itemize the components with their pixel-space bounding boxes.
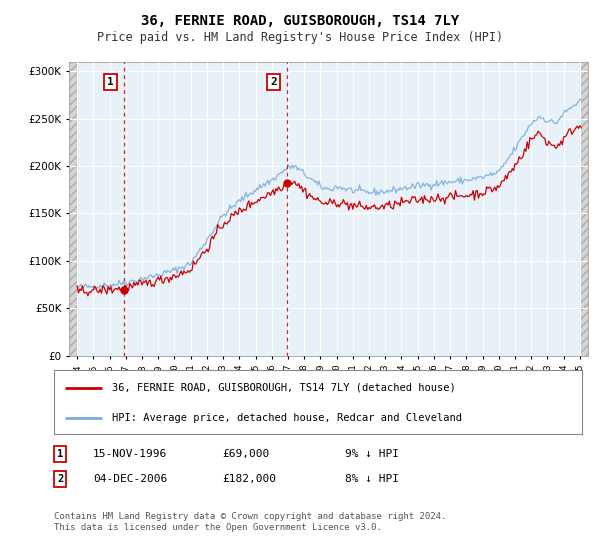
Text: HPI: Average price, detached house, Redcar and Cleveland: HPI: Average price, detached house, Redc… <box>112 413 462 423</box>
Text: 2: 2 <box>57 474 63 484</box>
Text: 1: 1 <box>57 449 63 459</box>
Text: 2: 2 <box>271 77 277 87</box>
Text: £182,000: £182,000 <box>222 474 276 484</box>
Text: 9% ↓ HPI: 9% ↓ HPI <box>345 449 399 459</box>
Text: 8% ↓ HPI: 8% ↓ HPI <box>345 474 399 484</box>
Text: Contains HM Land Registry data © Crown copyright and database right 2024.
This d: Contains HM Land Registry data © Crown c… <box>54 512 446 532</box>
Text: 15-NOV-1996: 15-NOV-1996 <box>93 449 167 459</box>
Text: Price paid vs. HM Land Registry's House Price Index (HPI): Price paid vs. HM Land Registry's House … <box>97 31 503 44</box>
Text: 04-DEC-2006: 04-DEC-2006 <box>93 474 167 484</box>
Bar <box>69 62 77 356</box>
Text: 1: 1 <box>107 77 114 87</box>
Text: 36, FERNIE ROAD, GUISBOROUGH, TS14 7LY (detached house): 36, FERNIE ROAD, GUISBOROUGH, TS14 7LY (… <box>112 382 456 393</box>
Text: £69,000: £69,000 <box>222 449 269 459</box>
Bar <box>580 62 588 356</box>
Text: 36, FERNIE ROAD, GUISBOROUGH, TS14 7LY: 36, FERNIE ROAD, GUISBOROUGH, TS14 7LY <box>141 14 459 28</box>
